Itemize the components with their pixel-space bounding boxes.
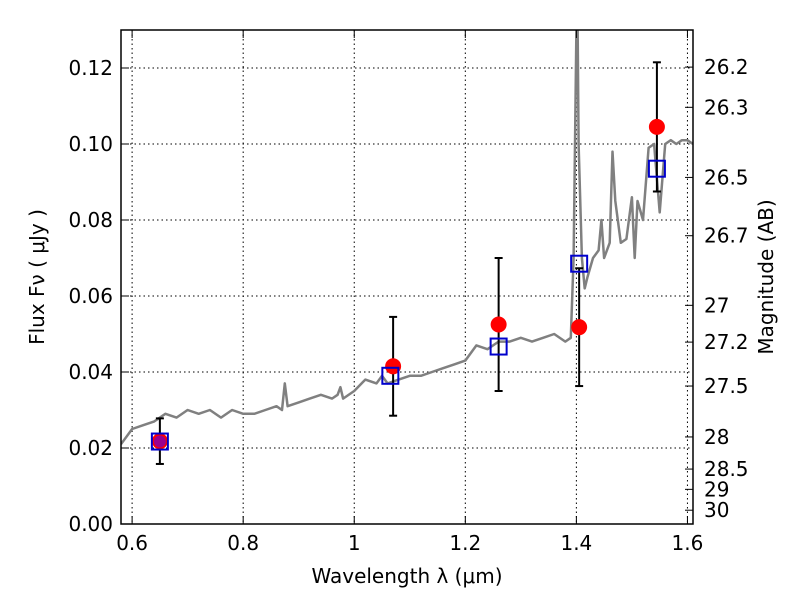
y-tick-label: 0.08 <box>68 208 113 232</box>
y-tick-label: 0.12 <box>68 56 113 80</box>
observed-flux-point <box>490 316 507 333</box>
magnitude-tick-label: 27.2 <box>704 330 749 354</box>
magnitude-axis-label: Magnitude (AB) <box>754 199 778 354</box>
y-tick-label: 0.00 <box>68 512 113 536</box>
y-tick-label: 0.06 <box>68 284 113 308</box>
plot-area <box>121 30 693 465</box>
overlap-point-marker <box>153 435 166 448</box>
x-tick-label: 0.6 <box>116 531 148 555</box>
y-tick-label: 0.04 <box>68 360 113 384</box>
model-flux-square <box>381 366 400 385</box>
model-spectrum-line <box>121 30 693 445</box>
observed-flux-point <box>648 118 665 135</box>
x-axis-label: Wavelength λ (μm) <box>311 564 502 588</box>
observed-flux-point <box>571 319 588 336</box>
model-flux-square <box>489 337 508 356</box>
magnitude-tick-label: 30 <box>704 498 729 522</box>
x-tick-label: 1.4 <box>560 531 592 555</box>
model-flux-square <box>570 254 589 273</box>
magnitude-tick-label: 29 <box>704 477 729 501</box>
model-flux-square <box>647 159 666 178</box>
plot-frame <box>120 29 694 525</box>
magnitude-tick-label: 27 <box>704 293 729 317</box>
x-tick-label: 1.2 <box>449 531 481 555</box>
ticks: 0.6 0.8 1 1.2 1.4 1.6 0.00 0.02 0.04 0.06 0.08 0.10… <box>68 30 749 555</box>
magnitude-tick-label: 28 <box>704 425 729 449</box>
magnitude-tick-label: 28.5 <box>704 457 749 481</box>
y-tick-label: 0.10 <box>68 132 113 156</box>
y-axis-label: Flux Fν ( μJy ) <box>25 209 49 345</box>
magnitude-tick-label: 26.5 <box>704 165 749 189</box>
magnitude-tick-label: 26.7 <box>704 224 749 248</box>
observed-flux-point <box>385 358 402 375</box>
x-tick-label: 1 <box>348 531 361 555</box>
magnitude-tick-label: 27.5 <box>704 374 749 398</box>
magnitude-tick-label: 26.3 <box>704 95 749 119</box>
y-tick-label: 0.02 <box>68 436 113 460</box>
grid <box>121 30 693 525</box>
x-tick-label: 0.8 <box>227 531 259 555</box>
x-tick-label: 1.6 <box>672 531 704 555</box>
magnitude-tick-label: 26.2 <box>704 55 749 79</box>
model-flux-square <box>150 432 169 451</box>
